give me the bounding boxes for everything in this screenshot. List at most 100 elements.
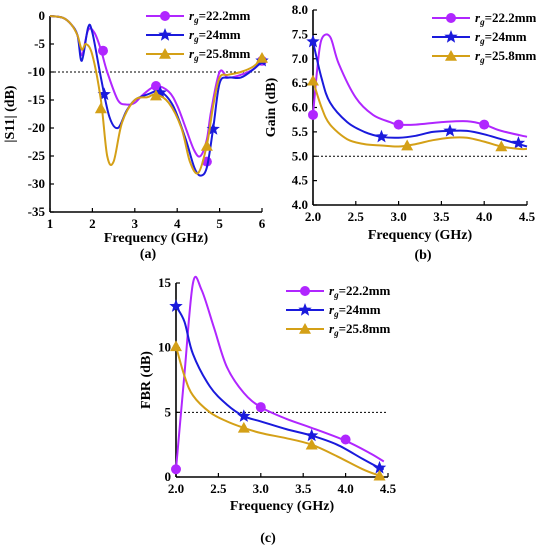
data-point-marker (305, 428, 319, 442)
data-point-marker (98, 45, 108, 56)
series-line-1 (49, 15, 263, 158)
data-point-marker (374, 129, 389, 143)
legend-label-symbol: r (189, 27, 195, 42)
y-tick-label: -20 (28, 120, 45, 135)
legend-label: rg=25.8mm (329, 321, 391, 338)
y-tick-label: 5.0 (292, 148, 308, 163)
data-point-marker (169, 299, 183, 312)
y-tick-label: 6.5 (292, 75, 309, 90)
y-axis-title: Gain (dB) (264, 77, 279, 137)
legend-label-subscript: g (333, 290, 339, 300)
y-tick-label: 4.0 (292, 197, 308, 212)
y-tick-label: -10 (28, 64, 45, 79)
y-tick-label: -25 (28, 148, 46, 163)
legend-label-value: =24mm (339, 302, 381, 317)
y-tick-label: -5 (34, 36, 45, 51)
legend-label-value: =25.8mm (485, 48, 536, 63)
y-tick-label: 7.0 (292, 51, 308, 66)
legend-label-symbol: r (329, 321, 335, 336)
x-tick-label: 5 (216, 216, 223, 231)
y-tick-label: 8.0 (292, 2, 308, 17)
y-axis-title: FBR (dB) (139, 351, 154, 409)
legend-label-subscript: g (193, 15, 199, 25)
data-point-marker (255, 402, 266, 413)
y-tick-label: 0 (165, 469, 172, 484)
y-tick-label: -30 (28, 176, 45, 191)
legend-label: rg=24mm (329, 302, 381, 319)
legend-swatch-marker (298, 303, 312, 316)
legend-label-symbol: r (475, 10, 481, 25)
series-line-2 (175, 305, 385, 471)
legend-label-subscript: g (479, 36, 485, 46)
data-point-marker (170, 340, 182, 352)
chart-panel-2: 2.0 2.5 3.0 3.5 4.0 4.5 4.0 4.5 5.0 5.5 6.0 6.5 7.0 7… (264, 2, 536, 263)
legend-swatch-marker (300, 286, 310, 296)
y-axis-title: |S11| (dB) (3, 85, 18, 142)
data-point-marker (237, 421, 250, 433)
legend-label-value: =22.2mm (339, 283, 391, 298)
y-tick-label: -15 (28, 92, 46, 107)
legend-label-subscript: g (479, 55, 485, 65)
y-tick-label: 4.5 (292, 173, 309, 188)
data-point-marker (308, 109, 318, 120)
x-tick-label: 2.0 (305, 209, 321, 224)
legend-swatch-marker (158, 28, 172, 41)
x-tick-label: 4.5 (380, 481, 397, 496)
data-point-marker (200, 139, 213, 151)
legend-label-symbol: r (475, 48, 481, 63)
data-point-marker (479, 119, 490, 130)
series-line-3 (175, 346, 385, 478)
x-tick-label: 2.5 (210, 481, 227, 496)
legend-label-value: =22.2mm (199, 8, 251, 23)
legend-label-symbol: r (475, 29, 481, 44)
legend-label: rg=24mm (475, 29, 527, 46)
x-tick-label: 2.5 (348, 209, 365, 224)
x-tick-label: 3.5 (433, 209, 450, 224)
chart-panel-3: 2.0 2.5 3.0 3.5 4.0 4.5051015rg=22.2mmrg=24mm… (139, 275, 397, 546)
x-tick-label: 1 (47, 216, 54, 231)
legend-label-symbol: r (329, 283, 335, 298)
legend-label: rg=24mm (189, 27, 241, 44)
x-tick-label: 3.0 (253, 481, 269, 496)
legend-swatch-marker (446, 13, 456, 23)
data-point-marker (206, 122, 220, 135)
y-tick-label: 5.5 (292, 124, 309, 139)
data-point-marker (306, 34, 320, 48)
legend-label-subscript: g (193, 53, 199, 63)
x-axis-title: Frequency (GHz) (368, 228, 473, 243)
x-tick-label: 4.0 (337, 481, 353, 496)
data-point-marker (150, 89, 162, 101)
x-tick-label: 4.0 (476, 209, 492, 224)
data-point-marker (153, 85, 167, 99)
legend-label: rg=22.2mm (329, 283, 391, 300)
data-point-marker (256, 52, 268, 63)
legend-label-subscript: g (333, 309, 339, 319)
y-tick-label: 10 (158, 340, 171, 355)
legend-label-subscript: g (479, 17, 485, 27)
chart-panel-1: 1 2 3 4 5 60-5-10-15-20-25-30-35rg=22.2mmrg=2… (3, 8, 269, 262)
data-point-marker (237, 409, 251, 422)
legend-label-value: =22.2mm (485, 10, 536, 25)
data-point-marker (307, 74, 319, 86)
legend-label-value: =24mm (199, 27, 241, 42)
series-line-2 (312, 41, 528, 148)
panel-label: (c) (260, 531, 276, 546)
panel-label: (b) (414, 248, 431, 263)
series-line-2 (49, 15, 263, 177)
legend-swatch-marker (444, 30, 458, 43)
x-axis-title: Frequency (GHz) (230, 499, 335, 514)
data-point-marker (511, 136, 526, 149)
x-tick-label: 4 (174, 216, 181, 231)
data-point-marker (373, 469, 386, 481)
data-point-marker (393, 119, 404, 130)
x-tick-label: 4.5 (519, 209, 536, 224)
y-tick-label: -35 (28, 204, 46, 219)
series-line-3 (49, 15, 263, 175)
legend-swatch-marker (159, 48, 171, 59)
data-point-marker (97, 87, 111, 101)
data-point-marker (94, 102, 107, 114)
legend-label: rg=25.8mm (189, 46, 251, 63)
y-tick-label: 5 (165, 404, 172, 419)
legend-label: rg=22.2mm (189, 8, 251, 25)
